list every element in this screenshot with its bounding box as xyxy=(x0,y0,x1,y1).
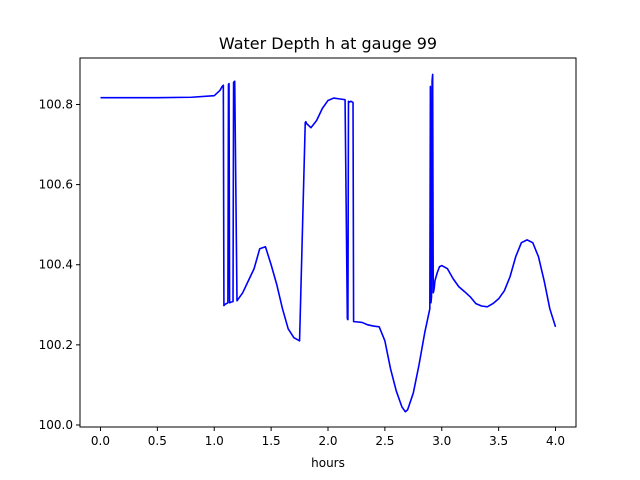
chart-title: Water Depth h at gauge 99 xyxy=(219,34,437,53)
y-tick-label: 100.6 xyxy=(39,178,73,192)
x-tick-label: 1.0 xyxy=(205,434,224,448)
x-tick-label: 3.0 xyxy=(432,434,451,448)
y-tick-label: 100.4 xyxy=(39,258,73,272)
series-line-0 xyxy=(100,73,557,413)
x-tick-label: 1.5 xyxy=(262,434,281,448)
y-axis: 100.0 100.2 100.4 100.6 100.8 xyxy=(39,97,80,432)
x-axis-label: hours xyxy=(311,456,345,470)
x-tick-label: 4.0 xyxy=(546,434,565,448)
x-axis: 0.0 0.5 1.0 1.5 2.0 2.5 3.0 3.5 4.0 xyxy=(91,427,565,448)
x-tick-label: 0.0 xyxy=(91,434,110,448)
x-tick-label: 0.5 xyxy=(148,434,167,448)
y-tick-label: 100.0 xyxy=(39,418,73,432)
y-tick-label: 100.8 xyxy=(39,97,73,111)
y-tick-label: 100.2 xyxy=(39,338,73,352)
plot-area xyxy=(100,73,557,413)
x-tick-label: 2.5 xyxy=(375,434,394,448)
x-tick-label: 2.0 xyxy=(318,434,337,448)
x-tick-label: 3.5 xyxy=(489,434,508,448)
